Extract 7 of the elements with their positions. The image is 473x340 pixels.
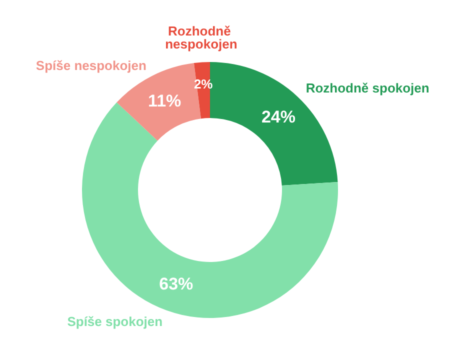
data-label: 63% <box>159 274 194 294</box>
data-label: 24% <box>261 108 296 127</box>
slice-label: Rozhodně nespokojen <box>165 23 238 52</box>
slice-label: Spíše nespokojen <box>36 58 146 73</box>
slice-label: Spíše spokojen <box>67 314 163 330</box>
data-label: 11% <box>148 91 182 110</box>
slice-label: Rozhodně spokojen <box>306 80 430 96</box>
